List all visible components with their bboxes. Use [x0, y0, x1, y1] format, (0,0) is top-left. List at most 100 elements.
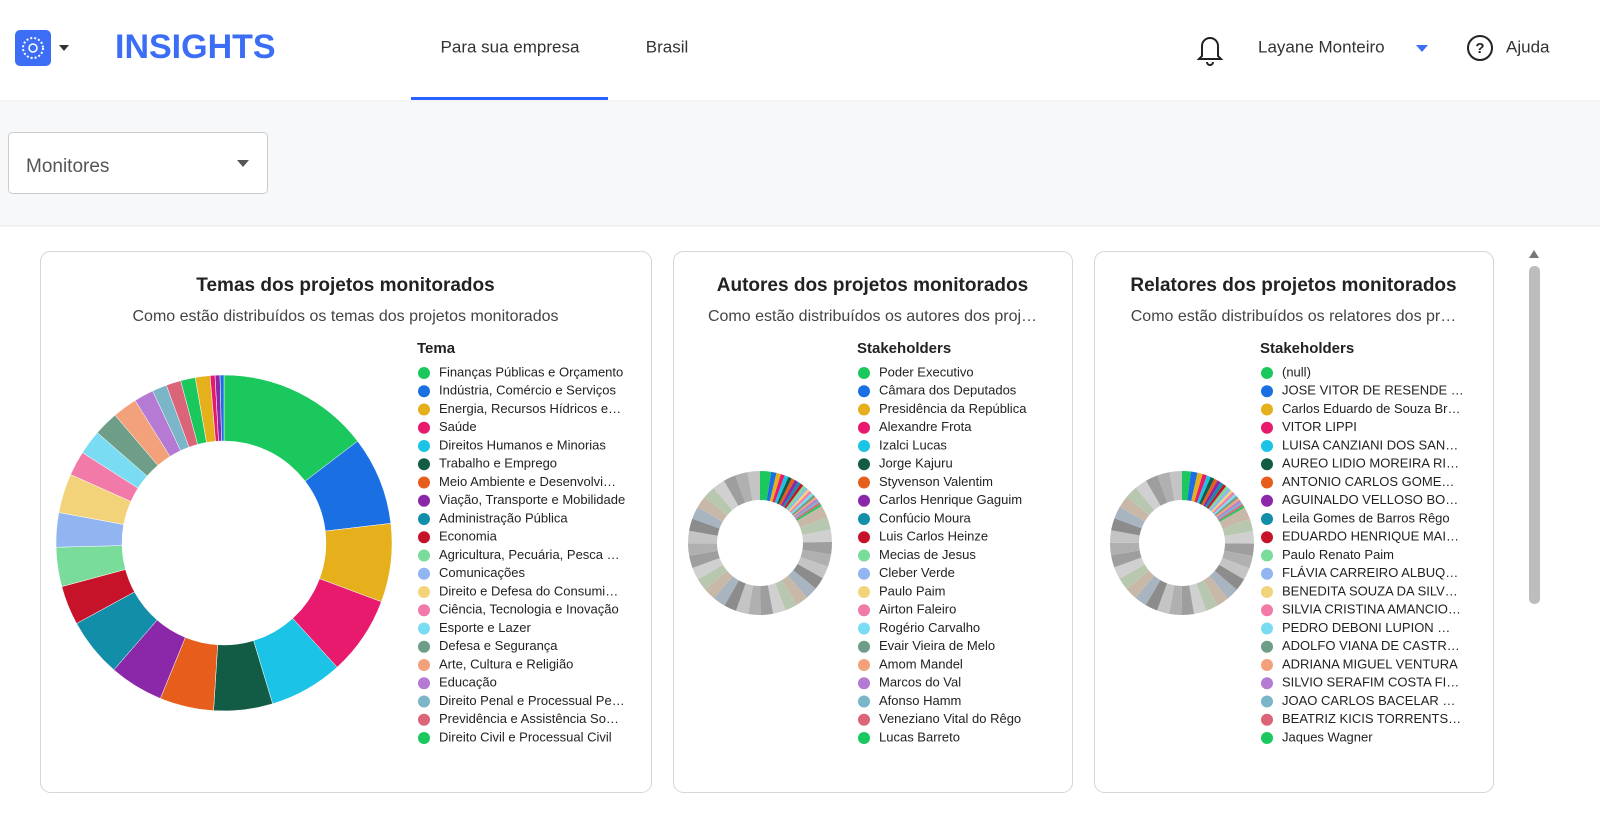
app-logo[interactable] — [15, 30, 51, 66]
legend-label: Jorge Kajuru — [879, 456, 953, 471]
donut-slice — [1205, 482, 1224, 508]
donut-slice — [724, 580, 746, 611]
legend-label: Paulo Renato Paim — [1282, 547, 1394, 562]
legend-label: FLÁVIA CARREIRO ALBUQ… — [1282, 565, 1458, 580]
donut-slice — [1216, 500, 1242, 519]
legend-swatch — [418, 677, 430, 690]
legend-label: Presidência da República — [879, 401, 1027, 416]
chart-title: Autores dos projetos monitorados — [717, 275, 1028, 296]
legend-swatch — [1261, 440, 1273, 452]
donut-slice — [774, 475, 789, 504]
donut-slice — [1224, 543, 1254, 557]
legend-swatch — [1261, 695, 1273, 708]
legend-swatch — [1261, 732, 1273, 744]
legend-swatch — [418, 732, 430, 744]
legend-label: VITOR LIPPI — [1282, 419, 1357, 434]
donut-slice — [796, 506, 828, 528]
donut-slice — [1126, 570, 1155, 598]
donut-slice — [1201, 478, 1218, 506]
legend-swatch — [418, 713, 430, 726]
legend-swatch — [858, 513, 870, 525]
help-icon[interactable] — [1467, 35, 1493, 61]
legend-label: Economia — [439, 529, 498, 544]
monitor-select[interactable] — [8, 132, 268, 194]
legend-label: Carlos Henrique Gaguim — [879, 492, 1022, 507]
donut-slice — [689, 518, 720, 536]
legend-label: Viação, Transporte e Mobilidade — [439, 492, 625, 507]
legend-label: Arte, Cultura e Religião — [439, 656, 573, 671]
scroll-up[interactable] — [1529, 250, 1539, 258]
legend-label: Alexandre Frota — [879, 419, 972, 434]
legend-swatch — [418, 494, 430, 507]
donut-slice — [802, 541, 832, 555]
legend-label: EDUARDO HENRIQUE MAI… — [1282, 529, 1459, 544]
legend-label: Educação — [439, 675, 497, 690]
donut-slice — [1187, 471, 1198, 502]
legend-swatch — [418, 440, 430, 452]
legend-label: Paulo Paim — [879, 583, 945, 598]
chart-subtitle: Como estão distribuídos os relatores dos… — [1131, 308, 1456, 325]
legend-title: Tema — [417, 340, 456, 357]
donut-slice — [787, 487, 808, 511]
donut-slice — [772, 474, 785, 503]
donut-slice — [1219, 558, 1250, 580]
legend-swatch — [418, 622, 430, 635]
donut-slice — [735, 583, 753, 615]
legend-swatch — [1261, 403, 1273, 416]
legend-swatch — [1261, 622, 1273, 635]
legend-title: Stakeholders — [1260, 340, 1354, 357]
charts: Temas dos projetos monitorados Como estão… — [40, 251, 1494, 793]
legend-swatch — [1261, 385, 1273, 398]
legend-swatch — [1261, 421, 1273, 434]
donut-slice — [697, 496, 727, 522]
donut-slice — [1135, 575, 1161, 606]
donut-slice — [1126, 487, 1155, 516]
donut-slice — [1196, 475, 1211, 504]
nav-tab[interactable]: Brasil — [646, 37, 689, 56]
donut-slice — [1219, 507, 1250, 529]
legend-swatch — [858, 549, 870, 562]
nav-tab[interactable]: Para sua empresa — [441, 37, 580, 56]
legend-label: Styvenson Valentim — [879, 474, 993, 489]
donut-slice — [1114, 557, 1145, 579]
legend-swatch — [418, 640, 430, 653]
help-link[interactable]: Ajuda — [1506, 37, 1550, 56]
legend-label: Ciência, Tecnologia e Inovação — [439, 602, 619, 617]
bell-icon[interactable] — [1196, 37, 1224, 66]
legend-label: BEATRIZ KICIS TORRENTS… — [1282, 711, 1461, 726]
legend-swatch — [858, 622, 870, 635]
legend-swatch — [858, 732, 870, 744]
legend-swatch — [1261, 586, 1273, 598]
logo-caret[interactable] — [59, 45, 69, 51]
donut-slice — [692, 557, 723, 580]
donut-slice — [1199, 476, 1215, 505]
legend-swatch — [1261, 640, 1273, 653]
legend-swatch — [1261, 531, 1273, 544]
donut-slice — [793, 496, 817, 517]
user-caret[interactable] — [1416, 45, 1428, 52]
legend-label: Trabalho e Emprego — [439, 456, 557, 471]
donut-slice — [775, 580, 797, 611]
legend-swatch — [1261, 458, 1273, 471]
donut-slice — [766, 471, 777, 502]
donut-slice — [1203, 480, 1221, 507]
chart-subtitle: Como estão distribuídos os temas dos pro… — [133, 308, 559, 325]
legend-swatch — [418, 586, 430, 598]
chart-card — [673, 251, 1073, 793]
legend-label: Cleber Verde — [879, 565, 955, 580]
legend-swatch — [418, 476, 430, 489]
legend-label: Leila Gomes de Barros Rêgo — [1282, 510, 1450, 525]
donut-slice — [1109, 542, 1140, 556]
user-name[interactable]: Layane Monteiro — [1258, 37, 1385, 56]
donut-slice — [760, 585, 774, 615]
donut-slice — [793, 564, 823, 589]
scroll-thumb[interactable] — [1529, 266, 1540, 604]
donut-slice — [778, 478, 795, 506]
legend-label: Finanças Públicas e Orçamento — [439, 364, 623, 379]
donut-slice — [794, 500, 820, 519]
select-caret — [237, 160, 249, 167]
legend-swatch — [1261, 367, 1273, 379]
donut-slice — [1222, 519, 1254, 536]
legend-swatch — [858, 403, 870, 416]
